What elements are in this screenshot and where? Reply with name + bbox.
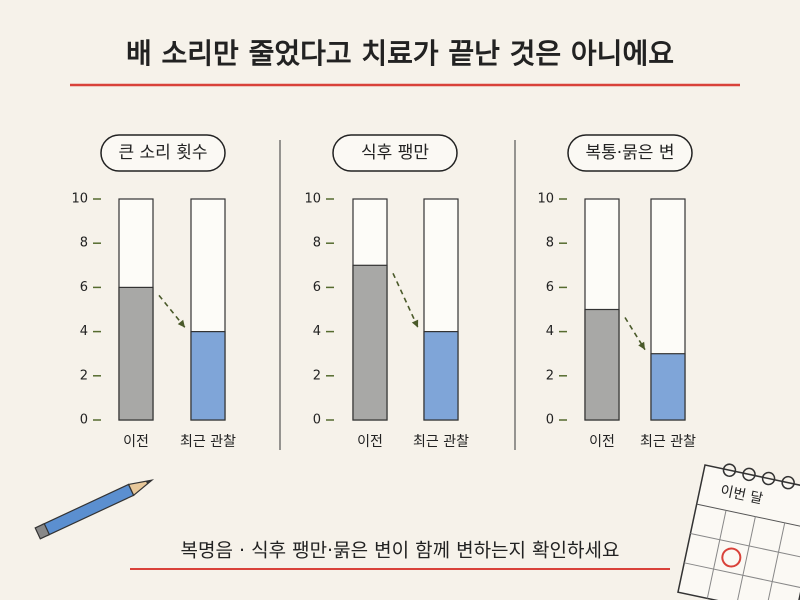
x-tick-label: 최근 관찰 <box>413 434 469 450</box>
bar <box>423 331 459 421</box>
x-tick-label: 이전 <box>123 434 149 450</box>
pencil <box>34 479 155 540</box>
page-title: 배 소리만 줄었다고 치료가 끝난 것은 아니에요 <box>126 37 674 70</box>
y-tick-label: 6 <box>313 280 321 295</box>
y-tick-label: 0 <box>80 413 88 428</box>
bar <box>584 308 620 421</box>
x-tick-label: 이전 <box>589 434 615 450</box>
x-tick-label: 최근 관찰 <box>640 434 696 450</box>
bar <box>352 264 388 421</box>
y-tick-label: 0 <box>313 413 321 428</box>
chart-title: 복통·묽은 변 <box>585 143 674 163</box>
y-tick-label: 10 <box>537 192 554 207</box>
trend-arrow-head <box>177 319 185 328</box>
y-tick-label: 6 <box>546 280 554 295</box>
footer-text: 복명음 · 식후 팽만·묽은 변이 함께 변하는지 확인하세요 <box>181 540 620 562</box>
chart-title: 식후 팽만 <box>361 143 429 163</box>
y-tick-label: 10 <box>71 192 88 207</box>
trend-arrow-head <box>638 341 645 350</box>
chart-title-pill <box>100 134 226 172</box>
chart-title-pill <box>332 134 458 172</box>
y-tick-label: 8 <box>313 236 321 251</box>
chart-title: 큰 소리 횟수 <box>118 143 207 163</box>
x-tick-label: 최근 관찰 <box>180 434 236 450</box>
bar <box>190 331 226 421</box>
chart-title-pill <box>567 134 693 172</box>
trend-arrow-head <box>411 319 419 328</box>
y-tick-label: 4 <box>80 324 88 339</box>
bar <box>650 353 686 421</box>
y-tick-label: 6 <box>80 280 88 295</box>
charts: 큰 소리 횟수 0 2 4 6 8 10 이전 최근 관찰 식후 팽만 0 2 4 6 8 10 이전 최근 관찰… <box>71 134 696 450</box>
trend-arrow <box>392 272 419 328</box>
x-tick-label: 이전 <box>357 434 383 450</box>
bar <box>118 286 154 421</box>
y-tick-label: 2 <box>546 368 554 383</box>
y-tick-label: 0 <box>546 413 554 428</box>
y-tick-label: 8 <box>80 236 88 251</box>
y-tick-label: 10 <box>304 192 321 207</box>
y-tick-label: 4 <box>313 324 321 339</box>
trend-arrow <box>158 294 186 329</box>
y-tick-label: 4 <box>546 324 554 339</box>
y-tick-label: 2 <box>80 368 88 383</box>
calendar: 이번 달 <box>677 463 800 600</box>
y-tick-label: 8 <box>546 236 554 251</box>
y-tick-label: 2 <box>313 368 321 383</box>
